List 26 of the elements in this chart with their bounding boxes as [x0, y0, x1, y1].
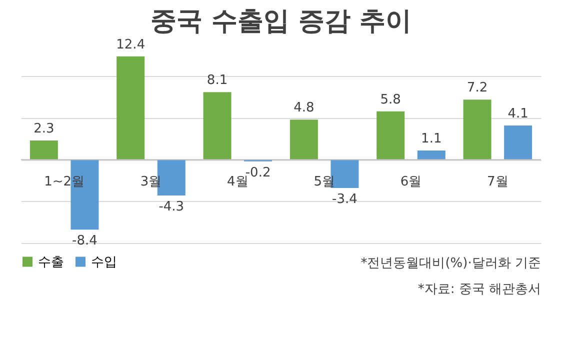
data-label: -3.4 — [332, 192, 358, 207]
bar — [203, 92, 232, 160]
data-label: 8.1 — [206, 73, 228, 88]
bar — [417, 150, 446, 160]
bar — [376, 111, 405, 160]
x-tick-label: 6월 — [400, 174, 422, 190]
chart-title: 중국 수출입 증감 추이 — [150, 6, 412, 36]
legend-label: 수입 — [91, 254, 117, 270]
legend-label: 수출 — [38, 254, 64, 270]
bar — [290, 120, 318, 160]
bar — [463, 100, 492, 160]
x-tick-label: 7월 — [487, 174, 508, 190]
bar — [30, 140, 58, 160]
data-label: 1.1 — [421, 132, 442, 146]
text: *자료: 중국 해관총서 — [418, 282, 541, 297]
text: *전년동월대비(%)·달러화 기준 — [360, 256, 541, 271]
data-label: 12.4 — [116, 37, 146, 52]
bar — [116, 56, 145, 160]
data-label: 2.3 — [34, 122, 54, 136]
data-label: 4.1 — [508, 106, 528, 122]
data-label: 4.8 — [294, 100, 314, 116]
data-label: 7.2 — [466, 80, 488, 96]
data-label: 5.8 — [380, 92, 401, 108]
bar — [504, 126, 532, 160]
data-label: -4.3 — [158, 200, 184, 214]
data-label: -8.4 — [72, 234, 98, 249]
